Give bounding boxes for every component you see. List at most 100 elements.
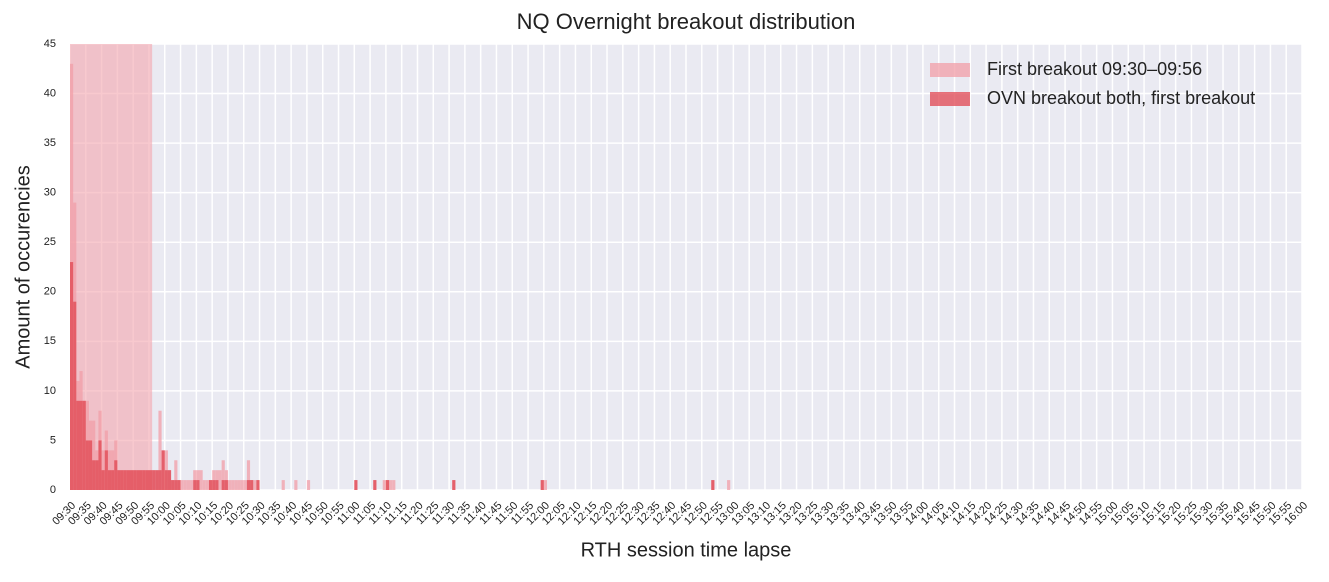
y-tick-label: 10 [44, 385, 56, 397]
bar [382, 480, 386, 490]
bar [145, 470, 149, 490]
bar [215, 480, 219, 490]
bar [164, 470, 168, 490]
y-tick-label: 25 [44, 236, 56, 248]
bar [221, 460, 225, 490]
y-tick-label: 20 [44, 286, 56, 298]
bar [133, 470, 137, 490]
bar [212, 480, 216, 490]
bar [246, 480, 251, 490]
bar [126, 470, 131, 490]
legend-swatch [930, 63, 970, 77]
bar [186, 480, 191, 490]
bar [205, 480, 209, 490]
bar [392, 480, 396, 490]
bar [202, 480, 206, 490]
y-tick-label: 45 [44, 38, 56, 50]
bar [76, 400, 80, 490]
bar [212, 470, 216, 490]
bar [148, 470, 153, 490]
bar [224, 470, 228, 490]
bar [98, 440, 102, 490]
bar [250, 480, 254, 490]
bar [237, 480, 241, 490]
bar [73, 301, 77, 490]
bar [174, 480, 178, 490]
y-tick-label: 5 [50, 434, 56, 446]
bar [92, 460, 96, 490]
bar [256, 480, 260, 490]
bar [136, 470, 140, 490]
bar [224, 480, 228, 490]
bar [161, 450, 165, 490]
bar [183, 480, 187, 490]
bar [139, 470, 143, 490]
bar [107, 470, 112, 490]
bar [711, 480, 715, 490]
bar [95, 460, 99, 490]
bar [246, 460, 251, 490]
y-tick-label: 0 [50, 484, 56, 496]
bar [152, 470, 156, 490]
bar [193, 470, 197, 490]
bar [82, 400, 86, 490]
bar [199, 470, 203, 490]
bar [373, 480, 377, 490]
bar [101, 470, 105, 490]
bar [240, 480, 244, 490]
bar [114, 460, 118, 490]
bar [180, 480, 184, 490]
bar [177, 480, 181, 490]
bar [167, 470, 172, 490]
bar [120, 470, 124, 490]
bar [190, 480, 194, 490]
bar [123, 470, 127, 490]
bar [171, 480, 175, 490]
legend-label: First breakout 09:30–09:56 [987, 59, 1202, 79]
bar [215, 470, 219, 490]
bar [92, 420, 96, 490]
legend-swatch [930, 92, 970, 106]
bar [243, 480, 247, 490]
bar [294, 480, 298, 490]
bar [221, 480, 225, 490]
x-axis-label: RTH session time lapse [581, 539, 792, 561]
bar [79, 400, 83, 490]
bar [227, 480, 232, 490]
bar [727, 480, 731, 490]
bar [104, 450, 108, 490]
bar [218, 470, 222, 490]
bar [174, 460, 178, 490]
bar [85, 440, 89, 490]
bar [196, 480, 200, 490]
bar [385, 480, 390, 490]
bar [306, 480, 311, 490]
bar [70, 262, 74, 490]
bar [389, 480, 393, 490]
bar [193, 480, 197, 490]
bar [234, 480, 238, 490]
bar [158, 470, 162, 490]
legend-label: OVN breakout both, first breakout [987, 88, 1255, 108]
y-tick-label: 35 [44, 137, 56, 149]
y-tick-label: 15 [44, 335, 56, 347]
bar [540, 480, 544, 490]
chart-title: NQ Overnight breakout distribution [517, 9, 856, 34]
bar [88, 440, 93, 490]
bar [281, 480, 285, 490]
bar [452, 480, 456, 490]
bar [130, 470, 134, 490]
y-tick-label: 40 [44, 87, 56, 99]
bar [155, 470, 159, 490]
bar [142, 470, 146, 490]
bar [111, 470, 115, 490]
y-axis-label: Amount of occurencies [12, 165, 34, 368]
y-tick-label: 30 [44, 187, 56, 199]
bar [543, 480, 548, 490]
bar [117, 470, 121, 490]
legend: First breakout 09:30–09:56 OVN breakout b… [930, 59, 1255, 108]
bar [253, 480, 257, 490]
bar [196, 470, 200, 490]
bar [231, 480, 235, 490]
